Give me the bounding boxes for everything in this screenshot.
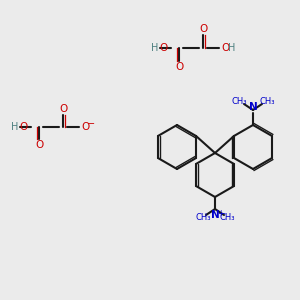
Text: O: O: [81, 122, 89, 132]
Text: O: O: [221, 43, 229, 53]
Text: O: O: [19, 122, 27, 132]
Text: CH₃: CH₃: [231, 97, 247, 106]
Text: H: H: [11, 122, 19, 132]
Text: +: +: [217, 208, 223, 217]
Text: N: N: [211, 210, 219, 220]
Text: CH₃: CH₃: [195, 214, 211, 223]
Text: CH₃: CH₃: [219, 214, 235, 223]
Text: O: O: [175, 62, 183, 72]
Text: H: H: [151, 43, 159, 53]
Text: O: O: [199, 24, 207, 34]
Text: CH₃: CH₃: [259, 97, 275, 106]
Text: O: O: [159, 43, 167, 53]
Text: N: N: [249, 102, 257, 112]
Text: O: O: [59, 104, 67, 114]
Text: H: H: [228, 43, 236, 53]
Text: O: O: [35, 140, 43, 150]
Text: −: −: [87, 119, 95, 129]
